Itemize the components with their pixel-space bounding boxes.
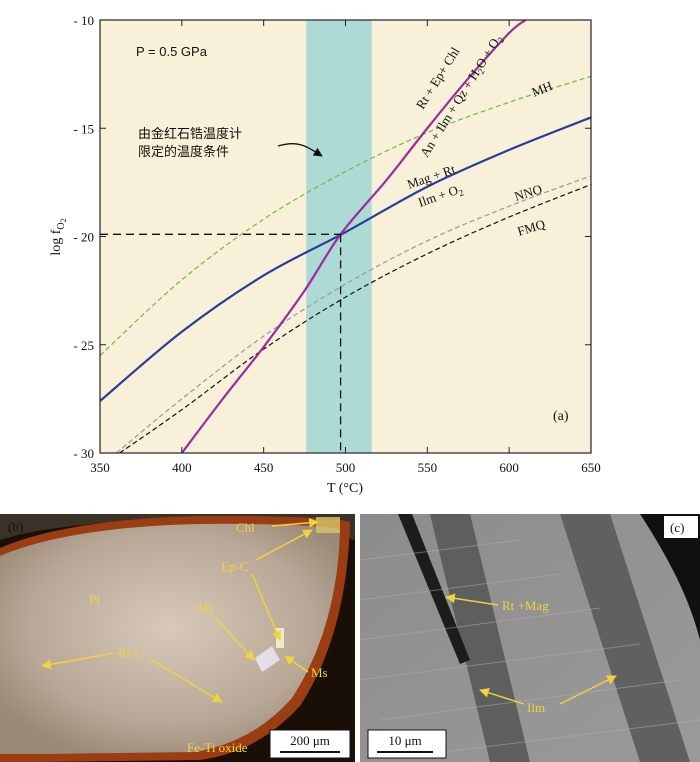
pressure-label: P = 0.5 GPa [136,44,208,59]
ilm-band-2 [560,514,690,762]
x-tick-label: 500 [336,460,356,475]
ep-grain [276,628,284,648]
label-mh: MH [530,78,555,100]
panel-c-scalebar-box [367,729,447,759]
photo-panel-c: Rt +Mag Ilm (c) 10 μm [359,514,700,762]
series-line-0 [100,75,591,357]
x-tick-label: 550 [418,460,438,475]
label-chl: Chl [236,520,255,535]
x-tick-label: 450 [254,460,274,475]
x-tick-label: 400 [172,460,192,475]
label-ms-2: Ms [311,665,328,680]
series-line-4 [180,20,527,453]
chl-grain [316,517,340,533]
panel-a-label: (a) [553,409,569,424]
label-ms-1: Ms [197,600,214,615]
y-tick-label: - 15 [73,121,94,136]
lamellae-texture [359,539,700,756]
panel-b-scalebar-box [269,729,351,759]
y-tick-label: - 30 [73,446,94,461]
axis-ticks: 350 400 450 500 550 600 650 - 10 - 15 - 20 - 25 - 3… [73,13,600,475]
panel-b-scalebar: 200 μm [290,733,330,748]
label-ilm: Ilm [527,700,545,715]
label-pl: Pl [89,592,100,607]
panel-b-label: (b) [8,519,23,534]
x-tick-label: 600 [499,460,519,475]
series-line-3 [119,183,591,453]
panel-c-label: (c) [670,520,684,535]
annotation-arrow [277,142,323,157]
y-axis-label: log fO2 [49,218,68,255]
annotation-line-2: 限定的温度条件 [138,144,229,160]
panel-b-annotations: (b) Chl Ep-C Pl Ms Rt-C Ms Fe-Ti oxide [8,517,328,755]
series-line-2 [115,175,591,453]
ilm-band-1 [430,514,530,762]
photo-panel-b: (b) Chl Ep-C Pl Ms Rt-C Ms Fe-Ti oxide 2… [0,514,355,762]
panel-c-annotations: Rt +Mag Ilm [445,593,617,715]
intersection-guides [100,233,342,453]
series-layer [100,20,591,453]
x-axis-label: T (°C) [327,481,363,496]
annotation-line-1: 由金红石锆温度计 [138,126,242,142]
x-tick-label: 650 [581,460,601,475]
dark-corner [640,514,700,640]
panel-c-label-box [664,516,698,538]
label-fe-ti-oxide: Fe-Ti oxide [187,740,248,755]
label-ep-c: Ep-C [221,559,248,574]
series-line-1 [100,116,591,402]
y-tick-label: - 10 [73,13,94,28]
chart-panel-a: 350 400 450 500 550 600 650 - 10 - 15 - 20 - 25 - 3… [49,13,601,496]
x-tick-label: 350 [90,460,110,475]
label-rt-mag: Rt +Mag [502,598,549,613]
y-tick-label: - 25 [73,338,94,353]
ms-grain [255,646,280,672]
rt-mag-seam [398,514,470,664]
panel-c-scalebar: 10 μm [388,733,421,748]
label-rt-c: Rt-C [118,645,143,660]
y-tick-label: - 20 [73,230,94,245]
